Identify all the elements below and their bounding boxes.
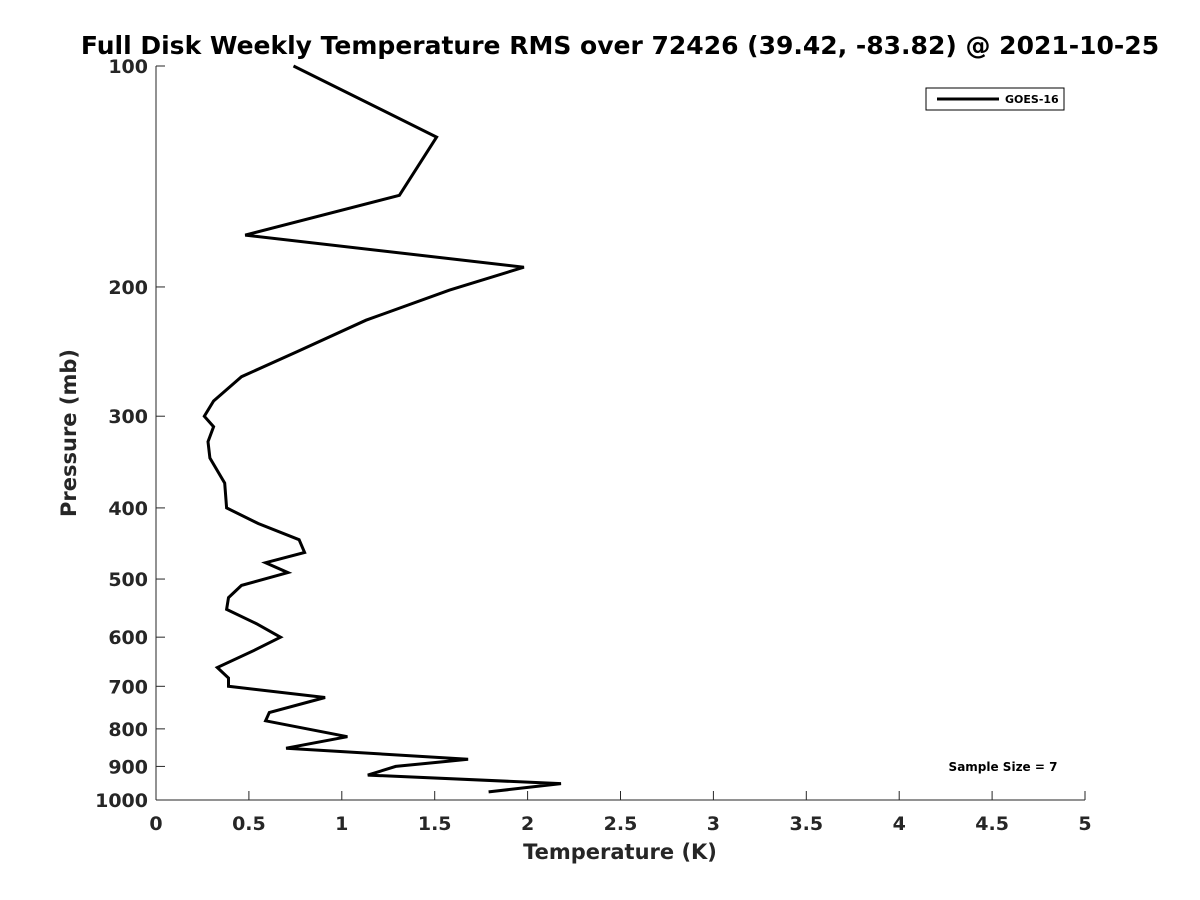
y-tick-label: 300	[108, 406, 148, 428]
legend: GOES-16	[925, 87, 1065, 111]
x-axis-label: Temperature (K)	[523, 840, 717, 864]
y-tick-label: 900	[108, 756, 148, 778]
x-ticks: 0 0.5 1 1.5 2 2.5 3 3.5 4 4.5 5	[149, 791, 1092, 835]
x-tick-label: 1.5	[418, 813, 452, 835]
y-tick-label: 600	[108, 627, 148, 649]
chart-title: Full Disk Weekly Temperature RMS over 72…	[81, 31, 1159, 60]
x-tick-label: 2	[521, 813, 534, 835]
series-line-goes-16	[202, 64, 562, 794]
x-tick-label: 4	[893, 813, 906, 835]
y-tick-label: 400	[108, 498, 148, 520]
x-tick-label: 3.5	[789, 813, 823, 835]
y-tick-label: 1000	[95, 790, 148, 812]
x-tick-label: 0	[149, 813, 162, 835]
x-tick-label: 1	[335, 813, 348, 835]
sample-size-annotation: Sample Size = 7	[949, 760, 1058, 774]
y-ticks: 100 200 300 400 500 600 700 800 900 1000	[95, 56, 165, 812]
x-tick-label: 5	[1078, 813, 1091, 835]
y-tick-label: 200	[108, 277, 148, 299]
x-tick-label: 4.5	[975, 813, 1009, 835]
y-tick-label: 100	[108, 56, 148, 78]
y-tick-label: 500	[108, 569, 148, 591]
series-group	[202, 64, 562, 794]
y-tick-label: 800	[108, 719, 148, 741]
x-tick-label: 3	[707, 813, 720, 835]
y-tick-label: 700	[108, 676, 148, 698]
legend-label-goes-16: GOES-16	[1005, 93, 1059, 106]
x-tick-label: 0.5	[232, 813, 266, 835]
x-tick-label: 2.5	[604, 813, 638, 835]
y-axis-label: Pressure (mb)	[57, 349, 81, 517]
